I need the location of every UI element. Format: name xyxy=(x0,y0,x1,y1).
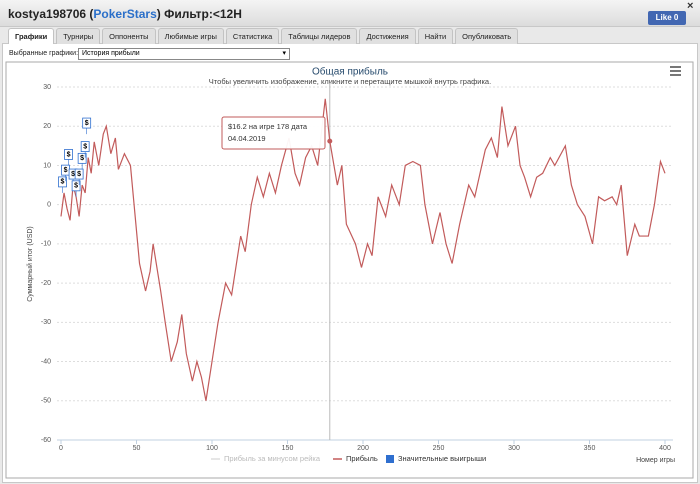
y-tick-label: -10 xyxy=(41,241,51,248)
tab[interactable]: Оппоненты xyxy=(102,28,156,44)
tab[interactable]: Статистика xyxy=(225,28,280,44)
selector-label: Выбранные графики: xyxy=(9,50,79,57)
chart-frame xyxy=(5,61,694,479)
tooltip-text: 04.04.2019 xyxy=(228,134,266,143)
win-flag xyxy=(77,152,87,164)
win-flag xyxy=(82,117,92,129)
y-tick-label: 30 xyxy=(43,84,51,91)
flag-label: $ xyxy=(85,120,89,127)
x-tick-label: 300 xyxy=(508,445,520,452)
like-button[interactable]: Like 0 xyxy=(648,11,686,25)
y-tick-label: -40 xyxy=(41,358,51,365)
x-tick-label: 50 xyxy=(133,445,141,452)
y-tick-label: 10 xyxy=(43,162,51,169)
legend-label: Прибыль xyxy=(346,454,378,463)
y-tick-label: 20 xyxy=(43,123,51,130)
flag-label: $ xyxy=(67,151,71,158)
x-axis-title: Номер игры xyxy=(636,457,675,464)
win-flag xyxy=(80,141,90,153)
window-title: kostya198706 (PokerStars) Фильтр:<12H xyxy=(8,7,242,21)
profit-line xyxy=(60,98,666,401)
flag-label: $ xyxy=(83,143,87,150)
x-tick-label: 100 xyxy=(206,445,218,452)
flag-label: $ xyxy=(80,155,84,162)
x-tick-label: 350 xyxy=(584,445,596,452)
flag-label: $ xyxy=(64,167,68,174)
tab[interactable]: Графики xyxy=(8,28,55,44)
y-tick-label: -30 xyxy=(41,319,51,326)
chart-subtitle: Чтобы увеличить изображение, кликните и … xyxy=(209,77,491,86)
legend-swatch xyxy=(386,455,394,463)
legend-label: Значительные выигрыши xyxy=(398,454,486,463)
y-axis-title: Суммарный итог (USD) xyxy=(26,226,34,302)
win-flag xyxy=(58,176,67,188)
tab[interactable]: Любимые игры xyxy=(157,28,224,44)
tab[interactable]: Опубликовать xyxy=(455,28,519,44)
flag-label: $ xyxy=(71,171,75,178)
x-tick-label: 150 xyxy=(282,445,294,452)
tab[interactable]: Таблицы лидеров xyxy=(281,28,358,44)
chart-title: Общая прибыль xyxy=(312,66,388,78)
menu-icon[interactable] xyxy=(670,66,681,76)
x-tick-label: 400 xyxy=(659,445,671,452)
legend-label: Прибыль за минусом рейка xyxy=(224,454,321,463)
site-link[interactable]: PokerStars xyxy=(93,7,157,21)
y-tick-label: -50 xyxy=(41,398,51,405)
win-flag xyxy=(64,149,73,160)
y-tick-label: 0 xyxy=(47,202,51,209)
tab[interactable]: Достижения xyxy=(359,28,416,44)
x-tick-label: 200 xyxy=(357,445,369,452)
flag-label: $ xyxy=(77,171,81,178)
flag-label: $ xyxy=(74,183,78,190)
filter: ) Фильтр:<12H xyxy=(156,7,242,21)
y-tick-label: -60 xyxy=(41,437,51,444)
chart-select[interactable]: История прибыли xyxy=(78,48,290,60)
flag-label: $ xyxy=(61,179,65,186)
tooltip-text: $16.2 на игре 178 дата xyxy=(228,122,308,131)
user: kostya198706 ( xyxy=(8,7,94,21)
hover-marker xyxy=(327,138,333,144)
tab-bar: Графики Турниры Оппоненты Любимые игры Стати… xyxy=(8,28,519,44)
y-tick-label: -20 xyxy=(41,280,51,287)
x-tick-label: 250 xyxy=(433,445,445,452)
win-flag xyxy=(71,180,81,192)
tooltip xyxy=(221,116,326,150)
x-tick-label: 0 xyxy=(59,445,63,452)
tab[interactable]: Турниры xyxy=(56,28,101,44)
win-flag xyxy=(74,168,84,180)
close-button[interactable]: × xyxy=(687,0,694,12)
tab[interactable]: Найти xyxy=(417,28,454,44)
title-bar: kostya198706 (PokerStars) Фильтр:<12H Li… xyxy=(0,0,700,27)
